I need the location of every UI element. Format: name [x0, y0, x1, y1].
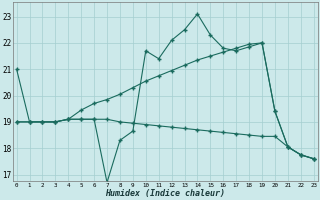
X-axis label: Humidex (Indice chaleur): Humidex (Indice chaleur): [105, 189, 225, 198]
